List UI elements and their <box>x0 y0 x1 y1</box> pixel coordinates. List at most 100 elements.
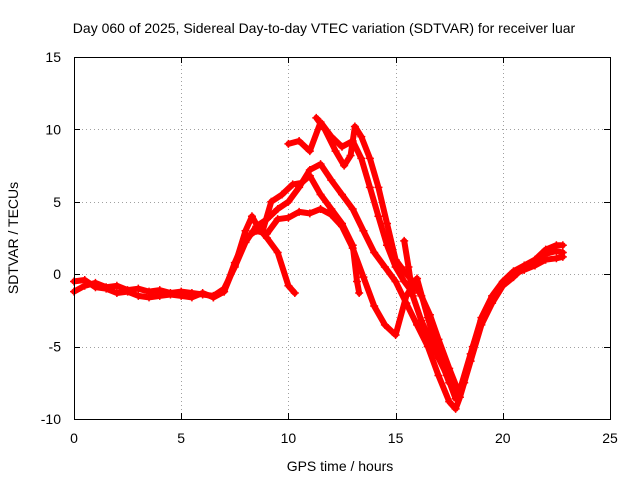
data-point-marker <box>348 205 357 214</box>
data-point-marker <box>155 291 164 300</box>
data-point-marker <box>552 254 561 263</box>
data-point-marker <box>273 248 282 257</box>
data-point-marker <box>284 213 293 222</box>
chart-title: Day 060 of 2025, Sidereal Day-to-day VTE… <box>73 20 576 36</box>
data-point-marker <box>417 316 426 325</box>
y-tick-label: 0 <box>53 266 61 282</box>
x-tick-label: 0 <box>70 430 78 446</box>
data-point-marker <box>80 275 89 284</box>
data-point-marker <box>380 262 389 271</box>
y-tick-label: -10 <box>41 411 61 427</box>
data-point-marker <box>258 226 267 235</box>
data-point-marker <box>408 291 417 300</box>
data-point-marker <box>112 281 121 290</box>
data-point-marker <box>145 293 154 302</box>
x-tick-label: 20 <box>495 430 511 446</box>
data-point-marker <box>380 320 389 329</box>
data-point-marker <box>338 142 346 151</box>
data-point-marker <box>241 226 250 235</box>
data-point-marker <box>374 212 383 221</box>
data-point-marker <box>541 245 550 254</box>
data-series <box>70 113 567 413</box>
y-tick-label: -5 <box>49 339 62 355</box>
series-track-6 <box>313 114 461 393</box>
x-tick-label: 25 <box>602 430 618 446</box>
data-point-marker <box>451 394 460 403</box>
data-point-marker <box>391 255 400 264</box>
data-point-marker <box>477 316 486 325</box>
series-track-5 <box>285 119 416 296</box>
data-point-marker <box>425 310 434 319</box>
data-point-marker <box>374 183 383 192</box>
data-point-marker <box>443 371 452 380</box>
grid-lines <box>74 57 610 419</box>
plot-frame <box>74 57 611 420</box>
data-point-marker <box>295 207 304 216</box>
data-point-marker <box>434 335 443 344</box>
data-point-marker <box>357 154 366 163</box>
data-point-marker <box>434 371 443 380</box>
data-point-marker <box>327 176 336 185</box>
data-point-marker <box>370 302 379 311</box>
data-point-marker <box>312 113 321 122</box>
data-point-marker <box>102 284 111 293</box>
data-point-marker <box>316 205 325 214</box>
data-point-marker <box>391 331 400 340</box>
y-axis-label: SDTVAR / TECUs <box>5 182 21 294</box>
data-point-marker <box>305 171 314 180</box>
data-point-marker <box>273 215 282 224</box>
data-point-marker <box>558 241 567 250</box>
data-point-marker <box>284 139 293 148</box>
data-point-marker <box>541 255 550 264</box>
data-point-marker <box>338 190 346 199</box>
y-tick-label: 10 <box>45 121 61 137</box>
data-point-marker <box>498 278 507 287</box>
data-point-marker <box>198 289 207 298</box>
y-tick-label: 5 <box>53 194 61 210</box>
data-point-marker <box>284 281 293 290</box>
data-point-marker <box>359 273 368 282</box>
data-point-marker <box>327 205 336 214</box>
data-point-marker <box>305 209 314 218</box>
data-point-marker <box>488 296 497 305</box>
data-point-marker <box>262 234 271 242</box>
data-point-marker <box>187 293 196 302</box>
data-point-marker <box>350 122 359 131</box>
data-point-marker <box>353 277 362 286</box>
x-tick-label: 10 <box>281 430 297 446</box>
data-point-marker <box>383 219 392 228</box>
data-point-marker <box>284 197 293 206</box>
data-point-marker <box>359 226 368 235</box>
data-point-marker <box>134 284 143 293</box>
data-point-marker <box>290 289 299 298</box>
data-point-marker <box>434 354 443 363</box>
data-point-marker <box>209 293 218 302</box>
data-point-marker <box>346 151 355 160</box>
data-point-marker <box>316 190 325 199</box>
data-point-marker <box>404 262 413 271</box>
data-point-marker <box>288 180 297 189</box>
data-point-marker <box>166 290 175 299</box>
data-point-marker <box>391 277 400 286</box>
data-point-marker <box>348 241 357 250</box>
data-point-marker <box>509 270 518 279</box>
data-point-marker <box>220 287 229 296</box>
data-point-marker <box>357 132 366 141</box>
data-point-marker <box>413 274 422 283</box>
tick-labels: 0 5 10 15 20 25 -10 -5 0 5 10 15 <box>41 49 618 446</box>
data-point-marker <box>370 248 379 257</box>
x-axis-label: GPS time / hours <box>287 458 394 474</box>
data-point-marker <box>520 265 529 274</box>
data-point-marker <box>297 178 306 187</box>
data-point-marker <box>316 160 325 169</box>
data-point-marker <box>558 252 567 261</box>
data-point-marker <box>340 161 349 170</box>
data-point-marker <box>320 125 329 134</box>
data-point-marker <box>177 291 186 300</box>
data-point-marker <box>365 154 374 163</box>
data-point-marker <box>451 404 460 413</box>
series-track-4 <box>259 172 363 296</box>
axis-ticks <box>74 57 611 420</box>
data-point-marker <box>247 212 256 221</box>
data-point-marker <box>134 291 143 300</box>
